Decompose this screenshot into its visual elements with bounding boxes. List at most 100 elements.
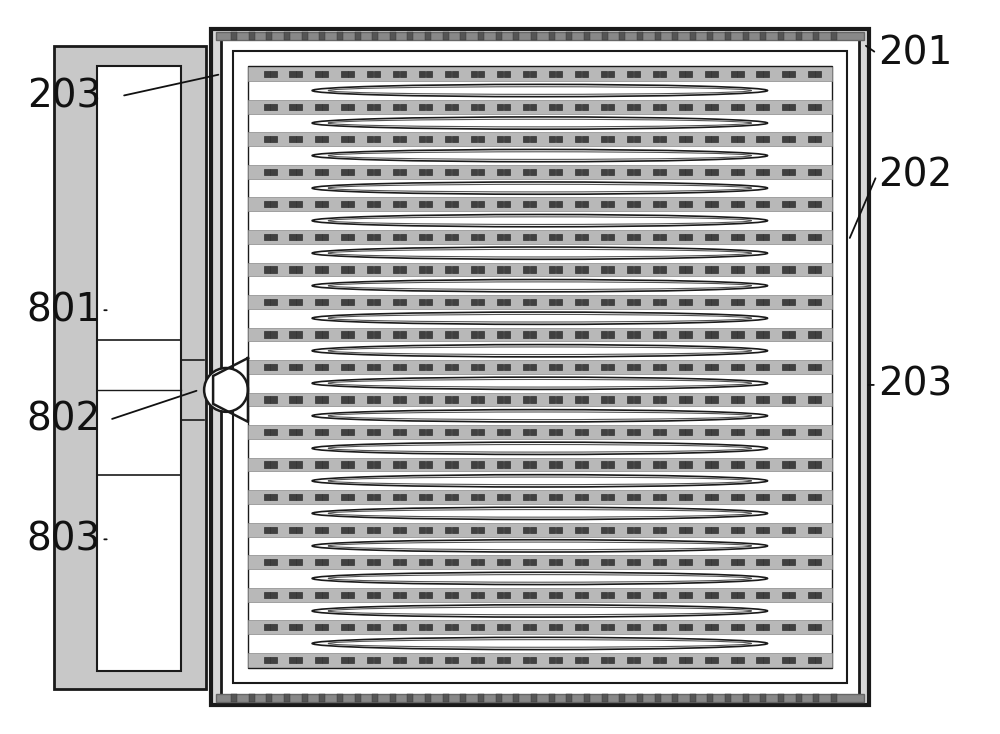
Bar bbox=[782, 559, 789, 565]
Bar bbox=[445, 559, 451, 565]
Bar bbox=[419, 429, 425, 435]
Bar bbox=[471, 71, 477, 77]
Bar bbox=[685, 494, 692, 500]
Bar bbox=[705, 71, 711, 77]
Bar bbox=[653, 429, 659, 435]
Bar bbox=[627, 331, 633, 338]
Bar bbox=[426, 364, 432, 370]
Bar bbox=[575, 364, 581, 370]
Bar bbox=[756, 234, 763, 240]
Bar bbox=[737, 169, 744, 175]
Bar bbox=[478, 169, 484, 175]
Bar bbox=[731, 234, 737, 240]
Bar bbox=[808, 624, 815, 631]
Bar bbox=[711, 299, 718, 305]
Bar bbox=[601, 429, 607, 435]
Bar bbox=[685, 331, 692, 338]
Bar bbox=[426, 137, 432, 142]
Bar bbox=[808, 462, 815, 468]
Bar bbox=[419, 526, 425, 533]
Bar bbox=[270, 494, 277, 500]
Bar bbox=[523, 559, 529, 565]
Bar bbox=[584, 694, 590, 702]
Bar bbox=[705, 462, 711, 468]
Bar bbox=[808, 71, 815, 77]
Bar bbox=[731, 266, 737, 272]
Bar bbox=[390, 32, 396, 40]
Bar bbox=[575, 494, 581, 500]
Bar bbox=[471, 137, 477, 142]
Bar bbox=[443, 32, 449, 40]
Bar bbox=[367, 396, 373, 403]
Bar bbox=[634, 592, 640, 597]
Bar bbox=[270, 364, 277, 370]
Bar bbox=[685, 201, 692, 208]
Bar bbox=[782, 201, 789, 208]
Bar bbox=[556, 494, 562, 500]
Bar bbox=[400, 429, 406, 435]
Bar bbox=[426, 624, 432, 631]
Bar bbox=[679, 169, 685, 175]
Bar bbox=[419, 266, 425, 272]
Bar bbox=[452, 462, 458, 468]
Bar bbox=[737, 462, 744, 468]
Bar bbox=[393, 559, 399, 565]
Bar bbox=[248, 197, 832, 211]
Bar bbox=[264, 169, 270, 175]
Bar bbox=[426, 592, 432, 597]
Ellipse shape bbox=[312, 117, 768, 129]
Bar bbox=[815, 266, 821, 272]
Bar bbox=[634, 396, 640, 403]
Bar bbox=[264, 526, 270, 533]
Bar bbox=[523, 234, 529, 240]
Bar bbox=[393, 462, 399, 468]
Bar bbox=[653, 624, 659, 631]
Bar bbox=[374, 331, 380, 338]
Bar bbox=[601, 71, 607, 77]
Bar bbox=[815, 169, 821, 175]
Bar bbox=[504, 364, 510, 370]
Bar bbox=[497, 396, 503, 403]
Bar bbox=[315, 331, 322, 338]
Bar bbox=[789, 526, 795, 533]
Bar bbox=[756, 559, 763, 565]
Bar bbox=[815, 592, 821, 597]
Bar bbox=[737, 201, 744, 208]
Bar bbox=[679, 429, 685, 435]
Bar bbox=[782, 494, 789, 500]
Bar bbox=[374, 266, 380, 272]
Bar bbox=[374, 396, 380, 403]
Bar bbox=[315, 657, 322, 663]
Bar bbox=[348, 429, 354, 435]
Bar bbox=[608, 137, 614, 142]
Bar bbox=[763, 657, 769, 663]
Bar bbox=[497, 331, 503, 338]
Bar bbox=[452, 137, 458, 142]
Bar bbox=[685, 624, 692, 631]
Bar bbox=[400, 657, 406, 663]
Ellipse shape bbox=[328, 445, 752, 452]
Bar bbox=[782, 429, 789, 435]
Bar bbox=[679, 364, 685, 370]
Bar bbox=[608, 429, 614, 435]
Bar bbox=[400, 234, 406, 240]
Bar bbox=[549, 266, 555, 272]
Bar bbox=[627, 494, 633, 500]
Bar bbox=[322, 494, 328, 500]
Bar bbox=[270, 299, 277, 305]
Bar bbox=[763, 71, 769, 77]
Ellipse shape bbox=[312, 150, 768, 161]
Bar bbox=[731, 429, 737, 435]
Bar bbox=[289, 137, 296, 142]
Bar bbox=[445, 364, 451, 370]
Bar bbox=[808, 526, 815, 533]
Bar bbox=[367, 71, 373, 77]
Bar bbox=[497, 137, 503, 142]
Bar bbox=[575, 234, 581, 240]
Bar bbox=[97, 66, 181, 671]
Bar bbox=[705, 396, 711, 403]
Bar bbox=[789, 462, 795, 468]
Bar bbox=[530, 526, 536, 533]
Bar bbox=[426, 234, 432, 240]
Bar bbox=[737, 429, 744, 435]
